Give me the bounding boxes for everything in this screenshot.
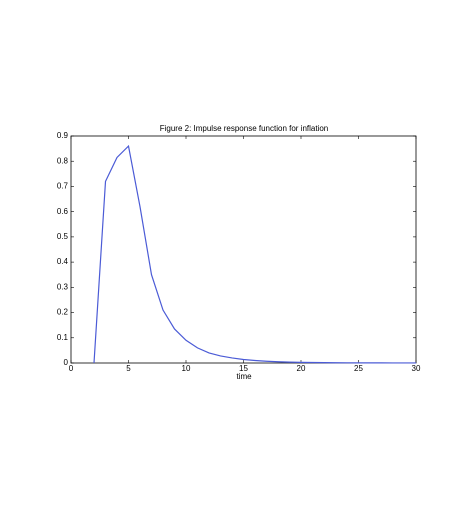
y-tick-label: 0.7 <box>57 182 69 191</box>
x-tick-label: 25 <box>354 364 363 373</box>
x-tick-label: 20 <box>297 364 306 373</box>
x-tick-label: 15 <box>239 364 248 373</box>
x-tick-label: 30 <box>412 364 421 373</box>
y-tick-label: 0.2 <box>57 308 69 317</box>
data-line <box>93 144 416 364</box>
y-tick-label: 0.5 <box>57 232 69 241</box>
x-tick-label: 0 <box>69 364 74 373</box>
x-tick-label: 5 <box>126 364 131 373</box>
chart-title: Figure 2: Impulse response function for … <box>160 124 329 133</box>
plot-frame <box>70 135 417 364</box>
y-tick-label: 0.1 <box>57 333 69 342</box>
y-tick-label: 0 <box>64 358 69 367</box>
x-axis-label: time <box>236 372 252 381</box>
y-tick-label: 0.6 <box>57 207 69 216</box>
x-tick-label: 10 <box>182 364 191 373</box>
y-tick-label: 0.8 <box>57 156 69 165</box>
y-tick-label: 0.3 <box>57 282 69 291</box>
y-tick-label: 0.4 <box>57 257 69 266</box>
y-tick-label: 0.9 <box>57 131 69 140</box>
